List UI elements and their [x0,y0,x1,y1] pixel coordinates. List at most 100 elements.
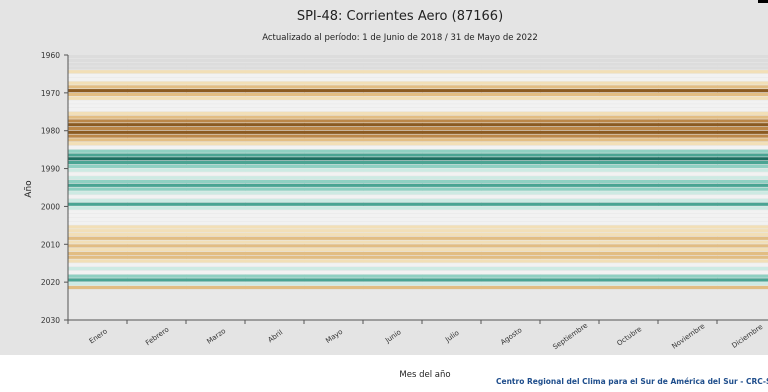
heatmap-cell [304,142,364,146]
heatmap-cell [127,66,187,70]
heatmap-cell [186,70,246,74]
heatmap-cell [717,229,768,233]
heatmap-cell [599,278,659,282]
heatmap-cell [658,176,718,180]
heatmap-cell [245,70,305,74]
heatmap-cell [363,267,423,271]
heatmap-cell [540,115,600,119]
heatmap-cell [304,236,364,240]
heatmap-cell [599,232,659,237]
heatmap-cell [245,187,305,191]
heatmap-cell [540,274,600,278]
heatmap-cell [658,195,718,199]
heatmap-cell [186,285,246,290]
heatmap-cell [304,176,364,180]
heatmap-cell [127,138,187,142]
heatmap-cell [717,130,768,134]
heatmap-cell [304,195,364,199]
heatmap-cell [127,89,187,93]
heatmap-cell [540,168,600,172]
heatmap-cell [599,100,659,104]
heatmap-cell [68,191,128,195]
heatmap-cell [186,164,246,168]
heatmap-cell [599,123,659,127]
heatmap-cell [481,115,541,119]
heatmap-cell [304,85,364,89]
heatmap-cell [658,85,718,89]
heatmap-cell [186,248,246,252]
heatmap-cell [658,70,718,74]
heatmap-cell [658,55,718,59]
heatmap-cell [717,100,768,104]
heatmap-cell [658,157,718,161]
heatmap-cell [245,278,305,282]
heatmap-cell [481,100,541,104]
heatmap-cell [363,119,423,123]
heatmap-cell [599,202,659,206]
heatmap-cell [540,153,600,157]
heatmap-cell [245,210,305,214]
heatmap-cell [186,187,246,191]
heatmap-cell [186,232,246,237]
heatmap-cell [363,104,423,108]
heatmap-cell [68,229,128,233]
heatmap-cell [304,191,364,195]
heatmap-cell [363,73,423,78]
heatmap-cell [658,198,718,203]
heatmap-cell [658,92,718,97]
heatmap-cell [422,55,482,59]
heatmap-cell [658,115,718,119]
heatmap-cell [717,202,768,206]
heatmap-cell [481,77,541,81]
heatmap-cell [68,138,128,142]
heatmap-cell [717,282,768,286]
heatmap-cell [363,70,423,74]
heatmap-cell [363,232,423,237]
heatmap-cell [186,157,246,161]
heatmap-cell [68,251,128,256]
heatmap-cell [481,285,541,290]
heatmap-cell [717,267,768,271]
heatmap-cell [540,149,600,153]
heatmap-cell [245,130,305,134]
heatmap-cell [717,195,768,199]
heatmap-cell [481,123,541,127]
heatmap-cell [245,214,305,218]
heatmap-cell [481,274,541,278]
heatmap-cell [304,119,364,123]
heatmap-cell [599,187,659,191]
heatmap-cell [363,85,423,89]
heatmap-cell [481,130,541,134]
heatmap-cell [304,123,364,127]
heatmap-cell [599,198,659,203]
heatmap-cell [186,96,246,100]
heatmap-cell [245,58,305,62]
heatmap-cell [540,179,600,184]
heatmap-cell [363,89,423,93]
heatmap-cell [127,198,187,203]
heatmap-cell [422,176,482,180]
heatmap-cell [304,285,364,290]
heatmap-cell [422,274,482,278]
heatmap-cell [68,73,128,78]
heatmap-cell [186,255,246,259]
heatmap-cell [540,263,600,267]
heatmap-cell [717,259,768,263]
heatmap-cell [481,149,541,153]
heatmap-cell [363,244,423,248]
heatmap-cell [304,244,364,248]
y-tick-label: 1990 [41,165,60,174]
heatmap-cell [304,126,364,131]
heatmap-cell [481,108,541,112]
y-axis-label: Año [24,180,34,198]
heatmap-cell [599,168,659,172]
heatmap-cell [540,236,600,240]
heatmap-cell [658,191,718,195]
heatmap-cell [658,225,718,229]
heatmap-cell [540,157,600,161]
heatmap-cell [540,278,600,282]
heatmap-cell [245,232,305,237]
heatmap-cell [363,274,423,278]
heatmap-cell [717,70,768,74]
